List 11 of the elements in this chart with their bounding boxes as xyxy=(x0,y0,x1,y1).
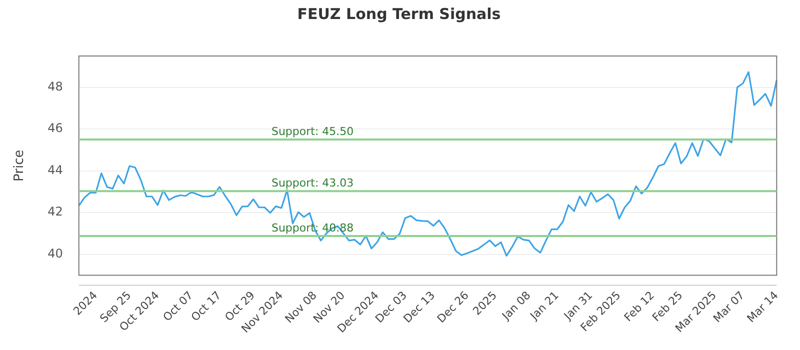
ref-line-label: Support: 43.03 xyxy=(271,176,354,190)
chart-title: FEUZ Long Term Signals xyxy=(297,4,501,23)
ref-line-label: Support: 45.50 xyxy=(271,124,354,138)
y-tick-label: 40 xyxy=(48,246,63,260)
y-tick-label: 48 xyxy=(48,79,63,94)
x-tick-label: Dec 26 xyxy=(434,288,472,326)
y-tick-label: 46 xyxy=(48,121,63,136)
x-tick-label: Mar 14 xyxy=(744,288,781,326)
y-tick-label: 44 xyxy=(48,162,63,177)
y-axis-title: Price xyxy=(12,150,28,182)
y-tick-label: 42 xyxy=(48,204,63,219)
